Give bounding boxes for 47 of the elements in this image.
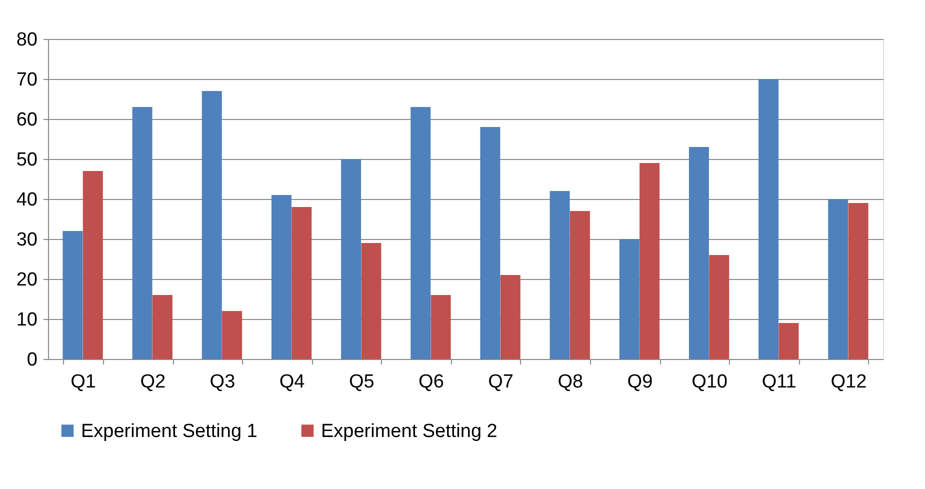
x-tick-label: Q12 — [830, 372, 867, 392]
bar — [222, 311, 242, 359]
bar — [410, 107, 431, 359]
x-tick-label: Q10 — [692, 372, 728, 392]
y-tick-label: 0 — [26, 350, 38, 370]
bar — [271, 195, 292, 359]
x-tick-label: Q3 — [210, 372, 236, 392]
bar — [361, 243, 382, 359]
bar — [570, 211, 590, 359]
bar — [132, 107, 152, 359]
bar — [202, 91, 222, 359]
bar — [480, 127, 500, 359]
y-tick-label: 20 — [16, 270, 38, 290]
bar — [62, 231, 83, 359]
bar — [430, 295, 451, 359]
bar — [619, 239, 640, 359]
bar — [82, 171, 103, 359]
x-tick-label: Q8 — [558, 372, 584, 392]
y-tick-label: 40 — [16, 190, 38, 210]
y-tick-label: 60 — [16, 110, 38, 130]
y-tick-label: 10 — [16, 310, 38, 330]
bar — [848, 203, 868, 359]
y-tick-label: 50 — [16, 150, 38, 170]
bar — [709, 255, 730, 359]
bar — [152, 295, 172, 359]
y-tick-label: 70 — [16, 70, 38, 90]
y-tick-label: 80 — [16, 30, 38, 50]
x-tick-label: Q4 — [279, 372, 306, 392]
bar — [292, 207, 312, 359]
legend-label: Experiment Setting 2 — [321, 420, 498, 442]
x-tick-label: Q6 — [418, 372, 444, 392]
bar — [550, 191, 570, 359]
x-tick-label: Q1 — [70, 372, 96, 392]
x-tick-label: Q7 — [488, 372, 514, 392]
bar — [688, 147, 709, 359]
x-tick-label: Q2 — [140, 372, 166, 392]
bar — [341, 159, 362, 359]
bar — [758, 79, 779, 359]
x-tick-label: Q5 — [348, 372, 374, 392]
x-tick-label: Q11 — [762, 372, 796, 392]
legend-label: Experiment Setting 1 — [81, 420, 258, 442]
x-tick-label: Q9 — [627, 372, 653, 392]
bar — [828, 199, 848, 359]
y-tick-label: 30 — [16, 230, 38, 250]
bar — [778, 323, 799, 359]
bar — [640, 163, 660, 359]
bar — [500, 275, 520, 359]
